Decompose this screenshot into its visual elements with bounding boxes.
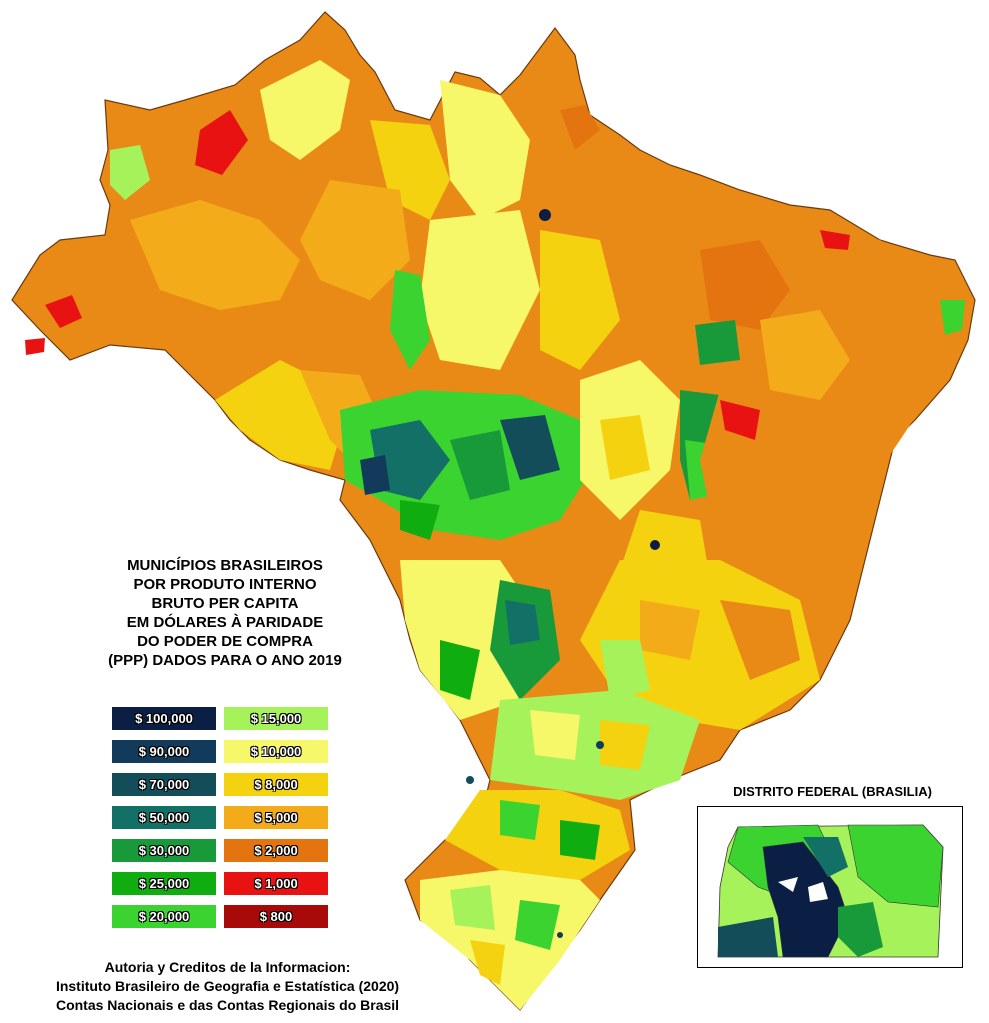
legend-swatch: $ 25,000: [110, 870, 218, 897]
title-line-6: (PPP) DADOS PARA O ANO 2019: [108, 652, 342, 669]
legend-swatch: $ 50,000: [110, 804, 218, 831]
legend-swatch: $ 15,000: [222, 705, 330, 732]
legend-swatch: $ 90,000: [110, 738, 218, 765]
credits-line-2: Instituto Brasileiro de Geografia e Esta…: [55, 978, 400, 994]
legend-swatch: $ 1,000: [222, 870, 330, 897]
map-title: MUNICÍPIOS BRASILEIROS POR PRODUTO INTER…: [70, 556, 380, 670]
distrito-federal-map: [717, 824, 944, 958]
legend-swatch: $ 5,000: [222, 804, 330, 831]
credits-line-1: Autoria y Creditos de la Informacion:: [104, 959, 351, 975]
credits-line-3: Contas Nacionais e das Contas Regionais …: [55, 997, 400, 1013]
legend-swatch: $ 800: [222, 903, 330, 930]
legend-swatch: $ 10,000: [222, 738, 330, 765]
legend-swatch: $ 30,000: [110, 837, 218, 864]
inset-title: DISTRITO FEDERAL (BRASILIA): [733, 784, 932, 799]
title-line-5: DO PODER DE COMPRA: [137, 633, 313, 650]
distrito-federal-inset: [697, 806, 963, 968]
legend-swatch: $ 8,000: [222, 771, 330, 798]
credits: Autoria y Creditos de la Informacion: In…: [0, 958, 455, 1015]
legend-swatch: $ 100,000: [110, 705, 218, 732]
title-line-4: EM DÓLARES À PARIDADE: [126, 614, 324, 631]
legend: $ 100,000 $ 15,000 $ 90,000 $ 10,000 $ 70,00…: [110, 705, 334, 930]
legend-swatch: $ 2,000: [222, 837, 330, 864]
title-line-1: MUNICÍPIOS BRASILEIROS: [127, 557, 323, 574]
legend-swatch: $ 20,000: [110, 903, 218, 930]
title-line-2: POR PRODUTO INTERNO: [133, 576, 317, 593]
legend-swatch: $ 70,000: [110, 771, 218, 798]
title-line-3: BRUTO PER CAPITA: [151, 595, 299, 612]
